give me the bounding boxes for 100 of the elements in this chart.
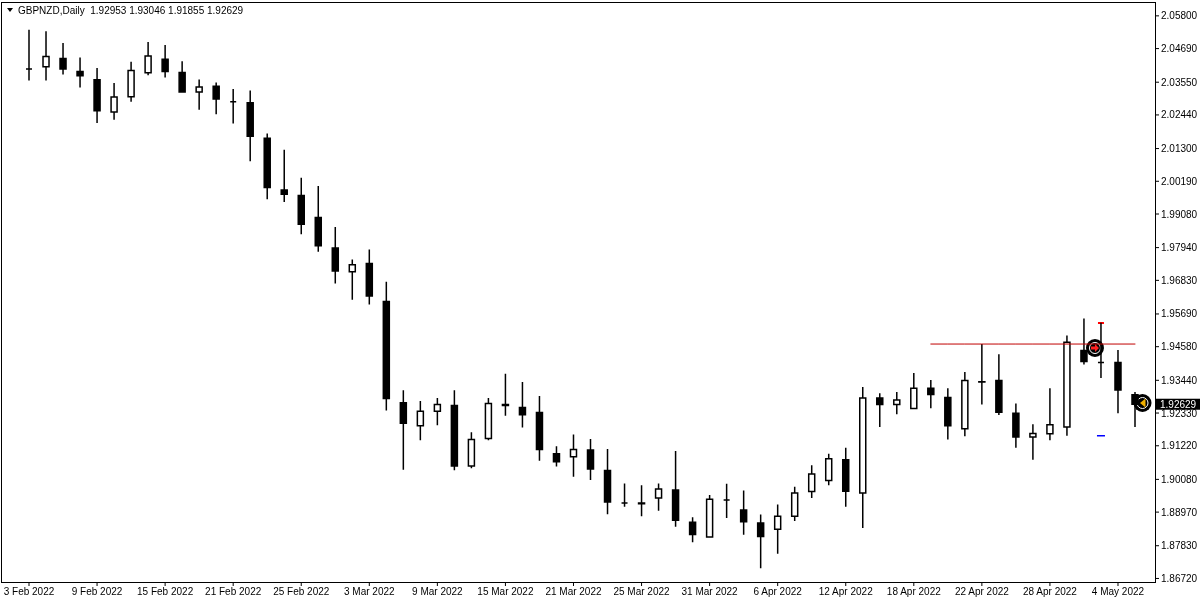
candlestick	[1029, 423, 1037, 461]
candlestick	[178, 60, 186, 94]
x-tick-label: 25 Mar 2022	[613, 586, 671, 597]
x-tick-label: 4 May 2022	[1091, 586, 1145, 597]
x-tick-label: 12 Apr 2022	[818, 586, 874, 597]
candlestick	[331, 226, 340, 285]
candlestick	[195, 78, 203, 111]
candlestick	[978, 343, 986, 406]
candlestick	[467, 431, 476, 469]
y-tick-label: 2.04690	[1161, 43, 1198, 55]
y-tick-label: 1.97940	[1161, 242, 1198, 254]
y-tick-label: 1.95690	[1161, 308, 1198, 320]
candlestick	[995, 353, 1003, 416]
candlestick	[1046, 387, 1054, 441]
y-tick-label: 1.86720	[1161, 572, 1198, 584]
y-tick-label: 1.93440	[1161, 374, 1198, 386]
candlestick	[229, 88, 237, 125]
candlestick	[569, 433, 578, 478]
candlestick	[841, 447, 850, 508]
x-tick-label: 21 Feb 2022	[205, 586, 262, 597]
candlestick	[637, 484, 646, 517]
candlestick	[1063, 334, 1071, 437]
y-tick-label: 2.02440	[1161, 109, 1198, 121]
y-tick-label: 1.90080	[1161, 473, 1198, 485]
x-tick-label: 9 Mar 2022	[412, 586, 464, 597]
candlestick	[416, 400, 425, 441]
chart-title: GBPNZD,Daily 1.92953 1.93046 1.91855 1.92629	[18, 5, 244, 16]
x-tick-label: 3 Feb 2022	[3, 586, 55, 597]
x-tick-label: 22 Apr 2022	[954, 586, 1010, 597]
y-tick-label: 2.01300	[1161, 143, 1198, 155]
y-tick-label: 1.94580	[1161, 341, 1198, 353]
y-tick-label: 1.88970	[1161, 506, 1198, 518]
x-tick-label: 15 Feb 2022	[137, 586, 194, 597]
candlestick	[127, 61, 135, 103]
candlestick	[280, 148, 288, 203]
y-tick-label: 2.00190	[1161, 175, 1198, 187]
candlestick	[110, 82, 118, 121]
candlestick	[807, 464, 816, 499]
y-tick-label: 1.92330	[1161, 407, 1198, 419]
candlestick	[671, 450, 680, 528]
candlestick	[705, 494, 714, 539]
candlestick	[501, 373, 510, 417]
candlestick	[518, 381, 527, 429]
candlestick	[1080, 317, 1088, 366]
candlestick	[722, 483, 731, 519]
candlestick	[654, 482, 663, 512]
candlestick	[450, 389, 459, 471]
candlestick	[212, 81, 220, 116]
candlestick	[586, 438, 595, 481]
candlestick	[348, 258, 357, 301]
candlestick	[910, 372, 918, 410]
x-tick-label: 15 Mar 2022	[477, 586, 534, 597]
candlestick	[144, 41, 152, 76]
y-tick-label: 1.91220	[1161, 440, 1198, 452]
y-tick-label: 1.96830	[1161, 274, 1198, 286]
candlestick	[620, 482, 629, 508]
x-tick-label: 28 Apr 2022	[1022, 586, 1078, 597]
candlestick	[739, 489, 748, 536]
candlestick	[76, 56, 84, 89]
candlestick	[246, 89, 254, 162]
candlestick	[365, 248, 374, 306]
candlestick	[893, 391, 901, 415]
x-tick-label: 9 Feb 2022	[71, 586, 123, 597]
candlestick	[927, 379, 935, 410]
text: 1.92629	[1160, 398, 1197, 410]
y-tick-label: 1.87830	[1161, 540, 1198, 552]
candlestick	[688, 516, 697, 543]
candlestick	[773, 503, 782, 555]
candlestick	[944, 387, 952, 441]
x-tick-label: 31 Mar 2022	[681, 586, 739, 597]
candlestick	[93, 67, 101, 124]
y-tick-label: 2.03550	[1161, 76, 1198, 88]
candlestick	[876, 392, 884, 428]
candlestick	[1012, 402, 1020, 449]
candlestick	[535, 395, 544, 462]
candlestick	[297, 176, 305, 236]
candlestick	[756, 513, 765, 569]
candlestick	[790, 486, 799, 522]
candlestick	[314, 185, 323, 253]
x-tick-label: 25 Feb 2022	[273, 586, 330, 597]
candlestick	[433, 397, 442, 426]
candlestick	[859, 386, 867, 529]
x-tick-label: 18 Apr 2022	[886, 586, 942, 597]
candlestick	[263, 132, 271, 201]
y-tick-label: 2.05800	[1161, 10, 1198, 22]
x-tick-label: 21 Mar 2022	[545, 586, 602, 597]
candlestick	[399, 389, 408, 471]
candlestick	[1114, 349, 1122, 415]
candlestick	[59, 42, 67, 76]
candlestick	[552, 445, 561, 468]
candlestick	[824, 452, 833, 487]
candlestick	[42, 30, 50, 82]
x-tick-label: 3 Mar 2022	[344, 586, 396, 597]
x-tick-label: 6 Apr 2022	[753, 586, 803, 597]
candlestick	[382, 281, 391, 412]
candlestick	[961, 371, 969, 438]
y-tick-label: 1.99080	[1161, 208, 1198, 220]
candlestick	[161, 44, 169, 79]
candlestick	[484, 397, 493, 441]
candlestick	[603, 448, 612, 515]
